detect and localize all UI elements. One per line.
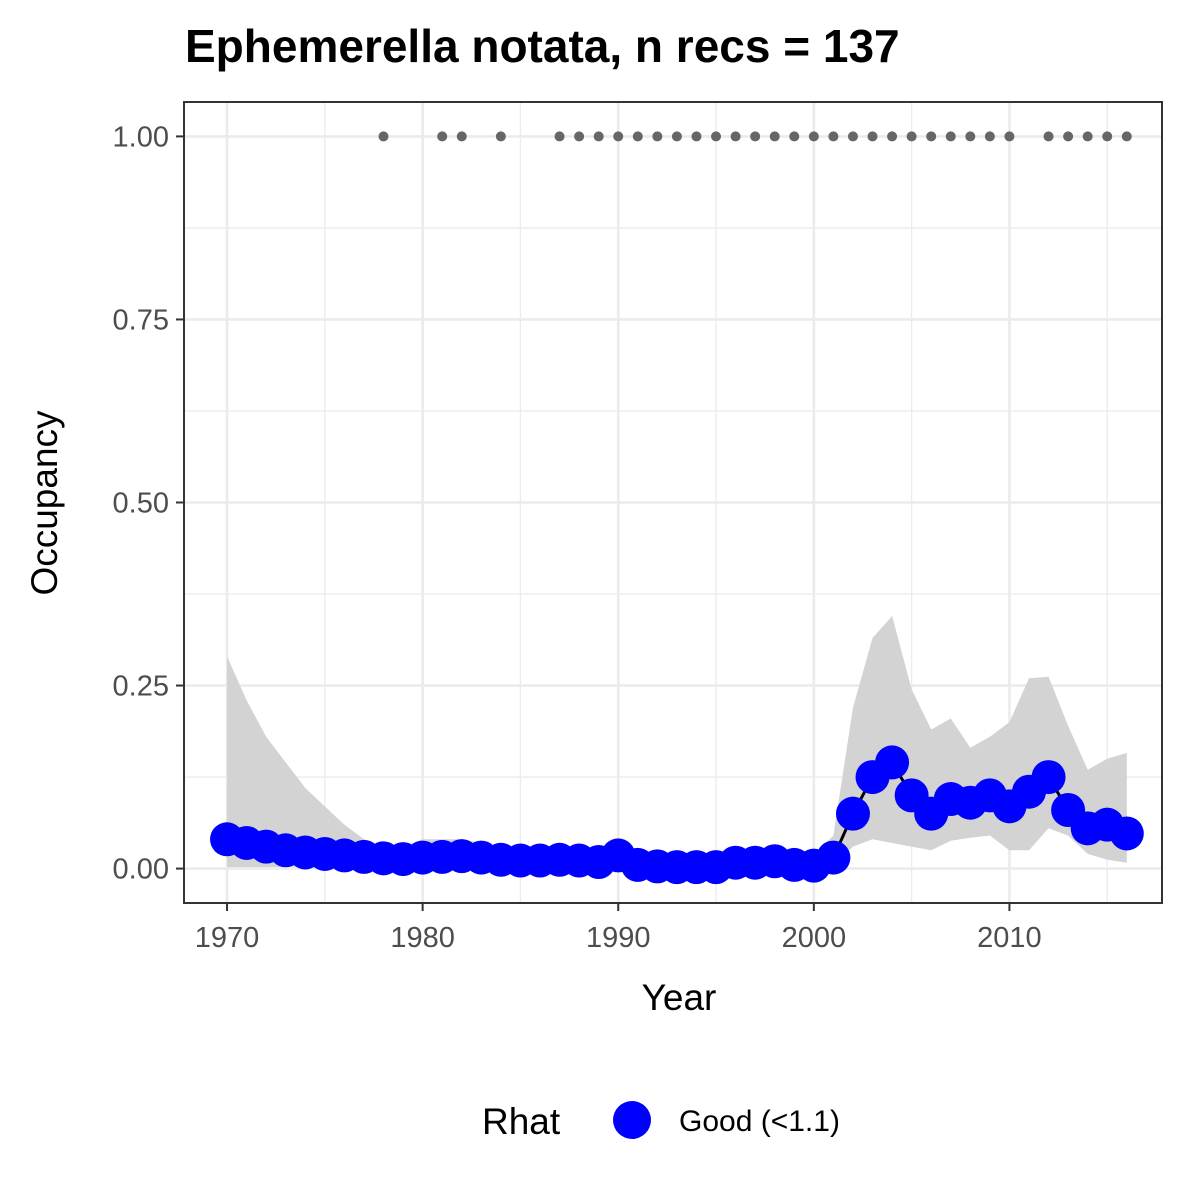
record-point — [378, 131, 389, 142]
record-point — [847, 131, 858, 142]
record-point — [945, 131, 956, 142]
record-point — [437, 131, 448, 142]
record-point — [789, 131, 800, 142]
record-point — [1043, 131, 1054, 142]
record-point — [730, 131, 741, 142]
x-tick-label: 1980 — [390, 922, 455, 954]
record-point — [632, 131, 643, 142]
y-tick-label: 1.00 — [113, 121, 169, 153]
record-point — [1102, 131, 1113, 142]
y-axis: 0.00 0.25 0.50 0.75 1.00 — [113, 121, 184, 886]
record-point — [867, 131, 878, 142]
record-point — [828, 131, 839, 142]
record-point — [1121, 131, 1132, 142]
x-tick-label: 1990 — [586, 922, 651, 954]
record-point — [769, 131, 780, 142]
occupancy-point — [1031, 760, 1066, 795]
record-point — [495, 131, 506, 142]
record-point — [750, 131, 761, 142]
record-point — [808, 131, 819, 142]
chart-title: Ephemerella notata, n recs = 137 — [185, 20, 900, 72]
record-point — [887, 131, 898, 142]
occupancy-points — [210, 745, 1144, 885]
record-point — [574, 131, 585, 142]
record-point — [691, 131, 702, 142]
occupancy-point — [1109, 816, 1144, 851]
record-point — [554, 131, 565, 142]
x-axis: 1970 1980 1990 2000 2010 — [195, 903, 1042, 954]
record-point — [1063, 131, 1074, 142]
x-tick-label: 1970 — [195, 922, 260, 954]
occupancy-point — [816, 840, 851, 875]
y-tick-label: 0.50 — [113, 488, 169, 520]
record-point — [906, 131, 917, 142]
y-tick-label: 0.75 — [113, 304, 169, 336]
record-point — [1004, 131, 1015, 142]
x-tick-label: 2010 — [977, 922, 1042, 954]
record-point — [456, 131, 467, 142]
record-point — [593, 131, 604, 142]
y-tick-label: 0.00 — [113, 854, 169, 886]
occupancy-point — [835, 796, 870, 831]
record-points — [378, 131, 1132, 142]
x-tick-label: 2000 — [782, 922, 847, 954]
record-point — [965, 131, 976, 142]
record-point — [652, 131, 663, 142]
legend-key-good — [613, 1101, 651, 1139]
occupancy-point — [875, 745, 910, 780]
y-axis-title: Occupancy — [24, 410, 65, 596]
record-point — [984, 131, 995, 142]
record-point — [613, 131, 624, 142]
record-point — [711, 131, 722, 142]
record-point — [671, 131, 682, 142]
legend-title: Rhat — [482, 1101, 561, 1142]
legend: Rhat Good (<1.1) — [482, 1101, 840, 1142]
x-axis-title: Year — [642, 977, 717, 1018]
record-point — [926, 131, 937, 142]
y-tick-label: 0.25 — [113, 671, 169, 703]
plot-panel — [183, 101, 1163, 904]
record-point — [1082, 131, 1093, 142]
legend-label-good: Good (<1.1) — [679, 1105, 840, 1138]
